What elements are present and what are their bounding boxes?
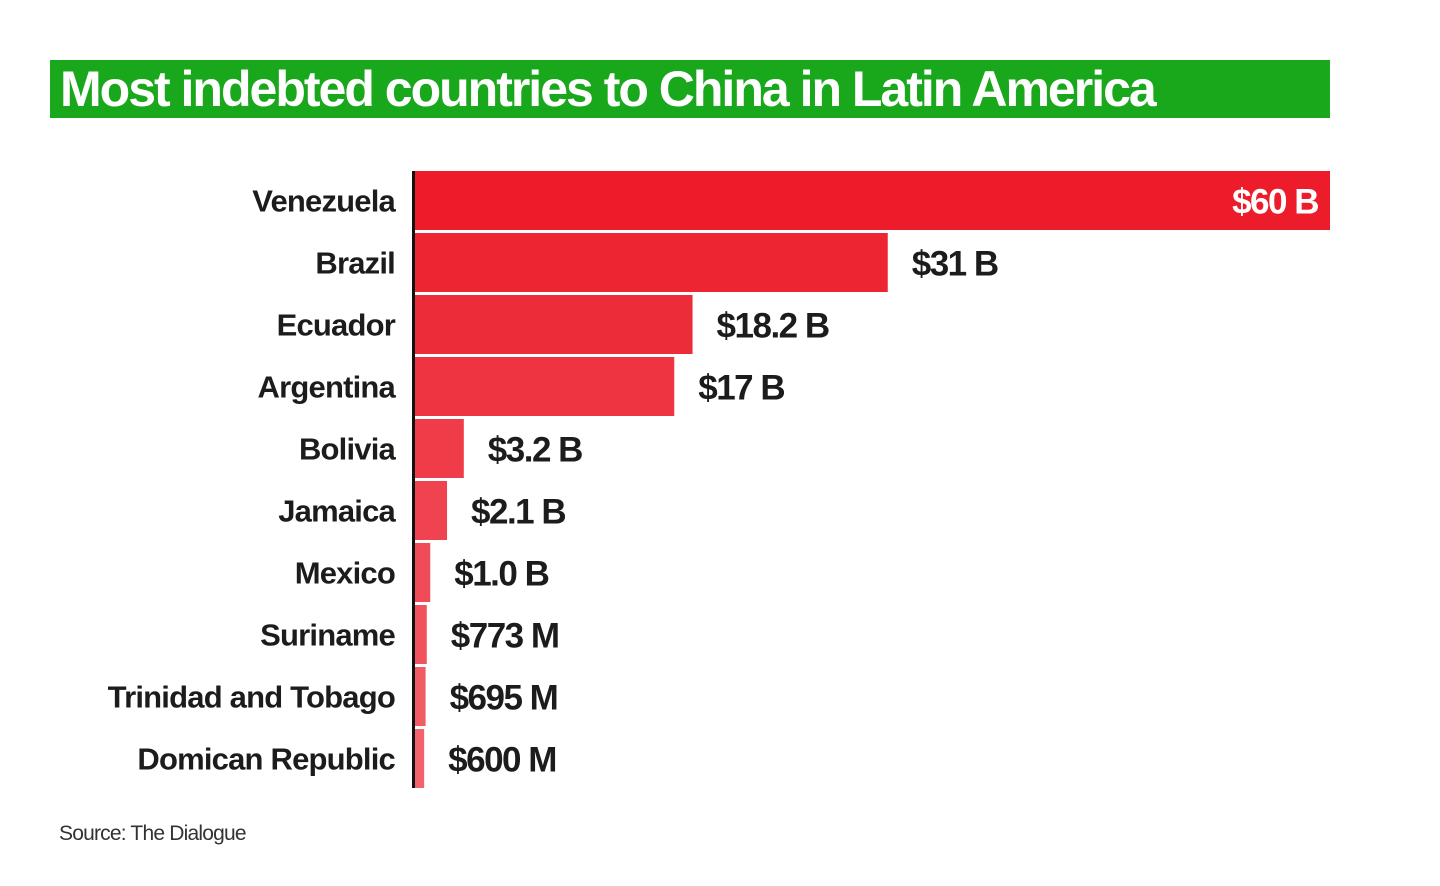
source-note: Source: The Dialogue xyxy=(59,822,247,845)
bar-trinidad-and-tobago xyxy=(415,667,426,726)
bar-brazil xyxy=(415,233,888,292)
bar-domican-republic xyxy=(415,729,425,788)
value-label: $3.2 B xyxy=(488,431,582,470)
value-label: $1.0 B xyxy=(454,555,548,594)
value-label: $600 M xyxy=(448,741,556,780)
bar-argentina xyxy=(415,357,675,416)
category-label: Trinidad and Tobago xyxy=(108,680,395,715)
labels-layer: Venezuela $60 B Brazil $31 B Ecuador $18.2 B A… xyxy=(108,183,1320,780)
value-label: $18.2 B xyxy=(717,307,829,346)
category-label: Argentina xyxy=(258,370,397,405)
bar-bolivia xyxy=(415,419,464,478)
category-label: Domican Republic xyxy=(137,742,395,777)
category-label: Ecuador xyxy=(277,308,396,343)
value-label: $773 M xyxy=(451,617,559,656)
category-label: Bolivia xyxy=(299,432,397,467)
category-label: Suriname xyxy=(260,618,395,653)
category-label: Venezuela xyxy=(252,184,396,219)
category-label: Mexico xyxy=(295,556,395,591)
value-label: $695 M xyxy=(450,679,558,718)
category-label: Brazil xyxy=(315,246,395,281)
bar-mexico xyxy=(415,543,431,602)
value-label: $31 B xyxy=(912,245,998,284)
chart-title: Most indebted countries to China in Lati… xyxy=(60,61,1157,117)
category-label: Jamaica xyxy=(278,494,396,529)
bar-jamaica xyxy=(415,481,448,540)
bar-ecuador xyxy=(415,295,693,354)
value-label: $60 B xyxy=(1232,183,1318,222)
bars-layer xyxy=(415,171,1330,788)
bar-venezuela xyxy=(415,171,1330,230)
value-label: $2.1 B xyxy=(471,493,565,532)
bar-suriname xyxy=(415,605,427,664)
title-banner: Most indebted countries to China in Lati… xyxy=(50,60,1330,118)
value-label: $17 B xyxy=(698,369,784,408)
